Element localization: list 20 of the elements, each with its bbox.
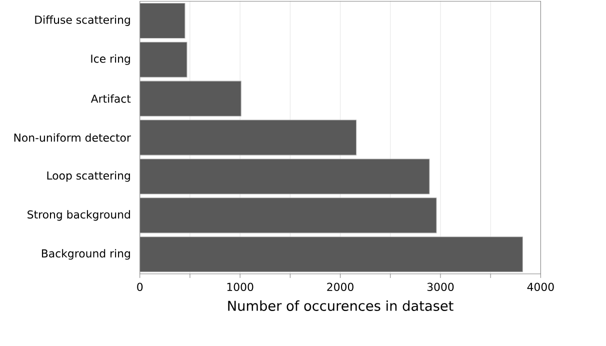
x-tick-label: 3000 [427,282,454,292]
y-tick-label: Loop scattering [47,171,130,182]
bar [140,120,357,156]
bar [140,158,430,194]
bar [140,198,437,234]
y-tick-label: Strong background [28,210,130,221]
bar [140,3,186,39]
y-tick-label: Artifact [90,94,131,103]
bar [140,80,242,117]
x-tick-label: 1000 [227,282,254,292]
y-tick-label: Diffuse scattering [35,16,130,26]
bar [140,42,188,78]
x-tick-label: 4000 [527,282,554,292]
y-tick-label: Ice ring [91,54,130,66]
bar [140,236,523,272]
y-tick-label: Non-uniform detector [14,133,131,142]
x-axis-title: Number of occurences in dataset [228,300,454,312]
y-tick-label: Background ring [42,249,130,260]
x-tick-label: 2000 [327,282,354,292]
x-tick-label: 0 [137,282,143,292]
